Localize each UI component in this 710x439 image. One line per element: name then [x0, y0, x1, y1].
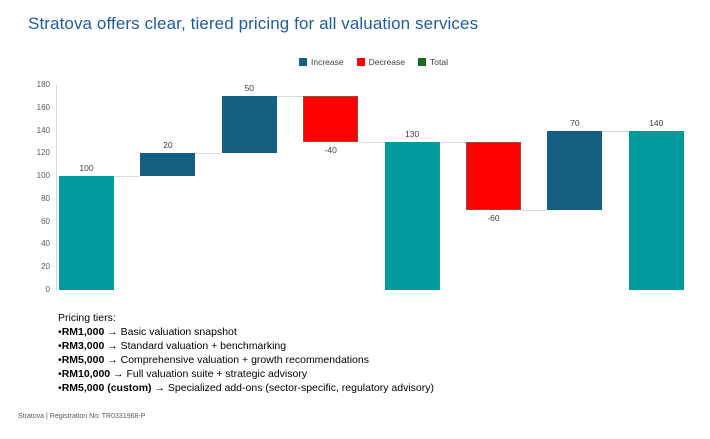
legend-item: Decrease	[356, 57, 406, 67]
pricing-tiers-block: Pricing tiers: •RM1,000 → Basic valuatio…	[58, 311, 434, 395]
bar-increase	[547, 130, 603, 211]
bar-increase	[221, 96, 277, 154]
bar-total	[384, 141, 440, 290]
y-tick-label: 180	[36, 80, 50, 89]
y-tick-label: 140	[36, 125, 50, 135]
bullet-icon: •	[58, 382, 62, 394]
bullet-icon: •	[58, 368, 62, 380]
y-axis-line	[56, 85, 57, 290]
y-tick-label: 40	[41, 239, 50, 249]
pricing-tier-price: RM3,000	[61, 340, 105, 352]
pricing-tier-price: RM5,000	[61, 354, 105, 366]
bar-value-label: -40	[324, 144, 337, 155]
pricing-tier-description: → Full valuation suite + strategic advis…	[110, 368, 308, 380]
legend-swatch-decrease-icon	[356, 58, 365, 66]
pricing-tier-item: •RM5,000 (custom) → Specialized add-ons …	[58, 381, 434, 395]
legend-item: Total	[418, 57, 448, 67]
waterfall-connector-line	[195, 153, 222, 155]
footer-registration-text: Stratova | Registration No: TR0331968-P	[18, 413, 146, 420]
chart-legend: Increase Decrease Total	[57, 55, 690, 69]
pricing-tier-price: RM1,000	[61, 326, 105, 338]
waterfall-connector-line	[276, 96, 304, 98]
y-tick-label: 160	[36, 102, 50, 112]
bullet-icon: •	[58, 354, 62, 366]
pricing-tier-item: •RM5,000 → Comprehensive valuation + gro…	[58, 353, 434, 367]
y-tick-label: 100	[36, 171, 50, 181]
bar-total	[628, 130, 684, 290]
slide-title: Stratova offers clear, tiered pricing fo…	[28, 14, 479, 33]
bar-decrease	[303, 96, 359, 142]
y-tick-label: 120	[36, 148, 50, 158]
pricing-tier-price: RM5,000 (custom)	[61, 382, 152, 394]
legend-swatch-increase-icon	[299, 58, 308, 66]
bar-value-label: 70	[570, 117, 580, 128]
pricing-tier-item: •RM10,000 → Full valuation suite + strat…	[58, 367, 434, 381]
bullet-icon: •	[58, 340, 62, 352]
legend-label: Decrease	[368, 57, 406, 67]
bar-value-label: 20	[163, 140, 173, 151]
pricing-tier-price: RM10,000	[61, 368, 111, 380]
legend-label: Total	[430, 57, 448, 67]
waterfall-connector-line	[521, 210, 548, 212]
pricing-tier-description: → Basic valuation snapshot	[104, 326, 237, 338]
bullet-icon: •	[58, 326, 62, 338]
legend-swatch-total-icon	[418, 58, 427, 66]
pricing-tier-description: → Standard valuation + benchmarking	[104, 340, 287, 352]
pricing-tier-description: → Comprehensive valuation + growth recom…	[104, 354, 369, 366]
pricing-tier-item: •RM1,000 → Basic valuation snapshot	[58, 325, 434, 339]
legend-label: Increase	[311, 57, 344, 67]
waterfall-connector-line	[602, 130, 629, 132]
bar-total	[59, 176, 114, 290]
bar-value-label: 100	[79, 163, 94, 174]
y-tick-label: 60	[41, 216, 50, 226]
pricing-tier-description: → Specialized add-ons (sector-specific, …	[151, 382, 434, 394]
bar-increase	[140, 153, 196, 177]
pricing-tier-item: •RM3,000 → Standard valuation + benchmar…	[58, 339, 434, 353]
waterfall-connector-line	[358, 141, 385, 143]
waterfall-connector-line	[439, 141, 466, 143]
y-tick-label: 0	[45, 285, 50, 294]
bar-value-label: -60	[487, 213, 500, 224]
bar-value-label: 140	[649, 117, 664, 128]
y-tick-label: 20	[41, 262, 50, 272]
waterfall-connector-line	[114, 176, 141, 178]
pricing-heading: Pricing tiers:	[58, 312, 116, 324]
bar-decrease	[466, 141, 521, 211]
legend-item: Increase	[299, 57, 344, 67]
y-tick-label: 80	[41, 193, 50, 203]
bar-value-label: 50	[244, 83, 255, 94]
bar-value-label: 130	[405, 128, 420, 139]
